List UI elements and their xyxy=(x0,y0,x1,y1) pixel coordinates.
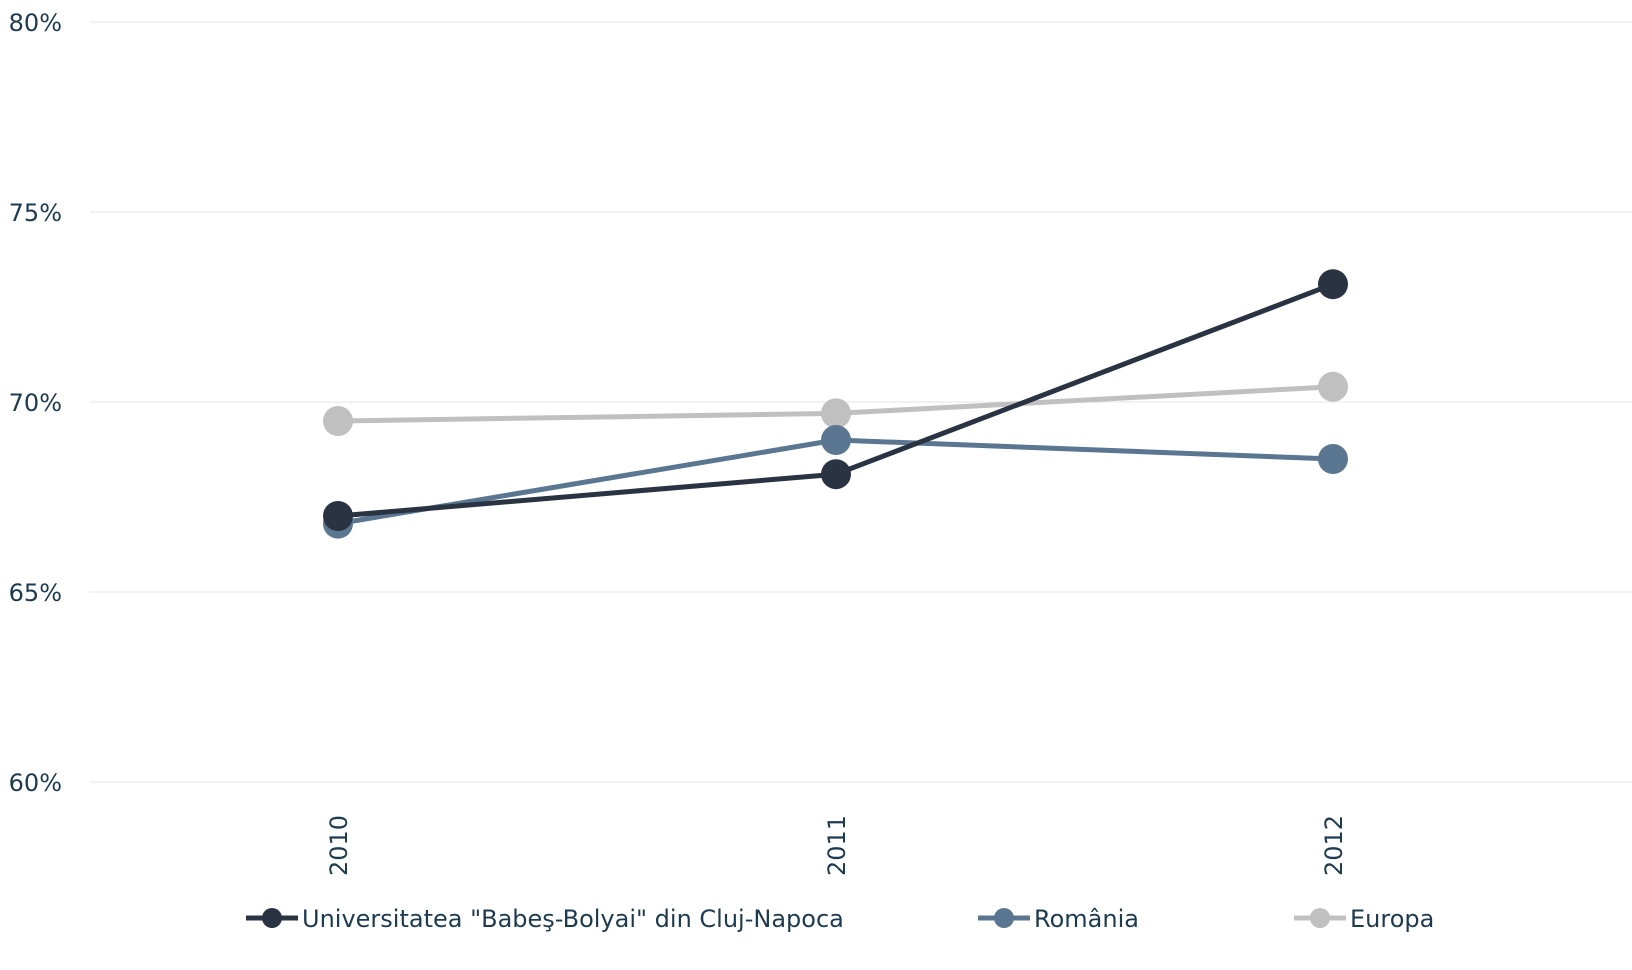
data-point xyxy=(323,406,353,436)
legend-item-1: România xyxy=(978,905,1139,933)
gridlines xyxy=(90,21,1632,783)
y-tick-label: 70% xyxy=(9,389,62,417)
y-tick-label: 80% xyxy=(9,9,62,37)
data-point xyxy=(821,425,851,455)
legend-label: Europa xyxy=(1350,905,1434,933)
x-axis: 2010 2011 2012 xyxy=(325,815,1348,876)
y-tick-label: 65% xyxy=(9,579,62,607)
y-axis: 60% 65% 70% 75% 80% xyxy=(9,9,62,797)
legend-label: Universitatea "Babeş-Bolyai" din Cluj-Na… xyxy=(302,905,844,933)
data-point xyxy=(821,398,851,429)
x-tick-label: 2012 xyxy=(1320,815,1348,876)
legend-swatch-marker xyxy=(994,908,1014,928)
series-lines xyxy=(323,269,1348,539)
x-tick-label: 2011 xyxy=(823,815,851,876)
x-tick-label: 2010 xyxy=(325,815,353,876)
series-2 xyxy=(323,371,1348,436)
legend-label: România xyxy=(1034,905,1139,933)
data-point xyxy=(1318,269,1348,300)
data-point xyxy=(323,501,353,531)
legend: Universitatea "Babeş-Bolyai" din Cluj-Na… xyxy=(246,905,1434,933)
series-0 xyxy=(323,269,1348,531)
legend-item-0: Universitatea "Babeş-Bolyai" din Cluj-Na… xyxy=(246,905,844,933)
data-point xyxy=(1318,444,1348,474)
data-point xyxy=(1318,371,1348,402)
y-tick-label: 75% xyxy=(9,199,62,227)
legend-item-2: Europa xyxy=(1294,905,1434,933)
y-tick-label: 60% xyxy=(9,769,62,797)
legend-swatch-marker xyxy=(262,908,282,928)
data-point xyxy=(821,459,851,490)
legend-swatch-marker xyxy=(1310,908,1330,928)
